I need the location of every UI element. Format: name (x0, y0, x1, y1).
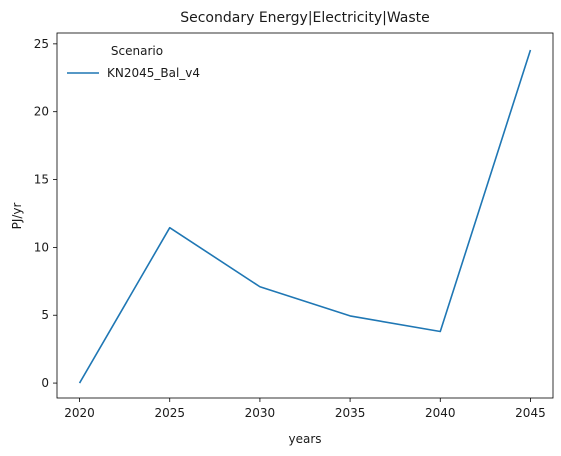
chart-title: Secondary Energy|Electricity|Waste (180, 10, 430, 26)
legend-title: Scenario (111, 44, 163, 58)
y-tick-label: 20 (34, 105, 49, 119)
y-tick-label: 10 (34, 240, 49, 254)
x-tick-label: 2030 (245, 406, 276, 420)
legend: Scenario KN2045_Bal_v4 (67, 44, 200, 80)
y-axis-label: PJ/yr (10, 203, 24, 230)
y-tick-label: 25 (34, 37, 49, 51)
series-line-0 (78, 49, 532, 384)
y-tick-label: 0 (41, 376, 49, 390)
x-tick-label: 2035 (335, 406, 366, 420)
y-tick-label: 15 (34, 173, 49, 187)
series-layer (78, 49, 532, 384)
x-tick-label: 2020 (64, 406, 95, 420)
x-tick-label: 2045 (515, 406, 546, 420)
x-axis-label: years (288, 432, 321, 446)
legend-entry-label: KN2045_Bal_v4 (107, 66, 200, 80)
y-axis: 0 5 10 15 20 25 (34, 37, 57, 390)
x-axis: 2020 2025 2030 2035 2040 2045 (64, 398, 546, 420)
x-tick-label: 2040 (425, 406, 456, 420)
x-tick-label: 2025 (154, 406, 185, 420)
plot-area (56, 32, 554, 399)
y-tick-label: 5 (41, 308, 49, 322)
